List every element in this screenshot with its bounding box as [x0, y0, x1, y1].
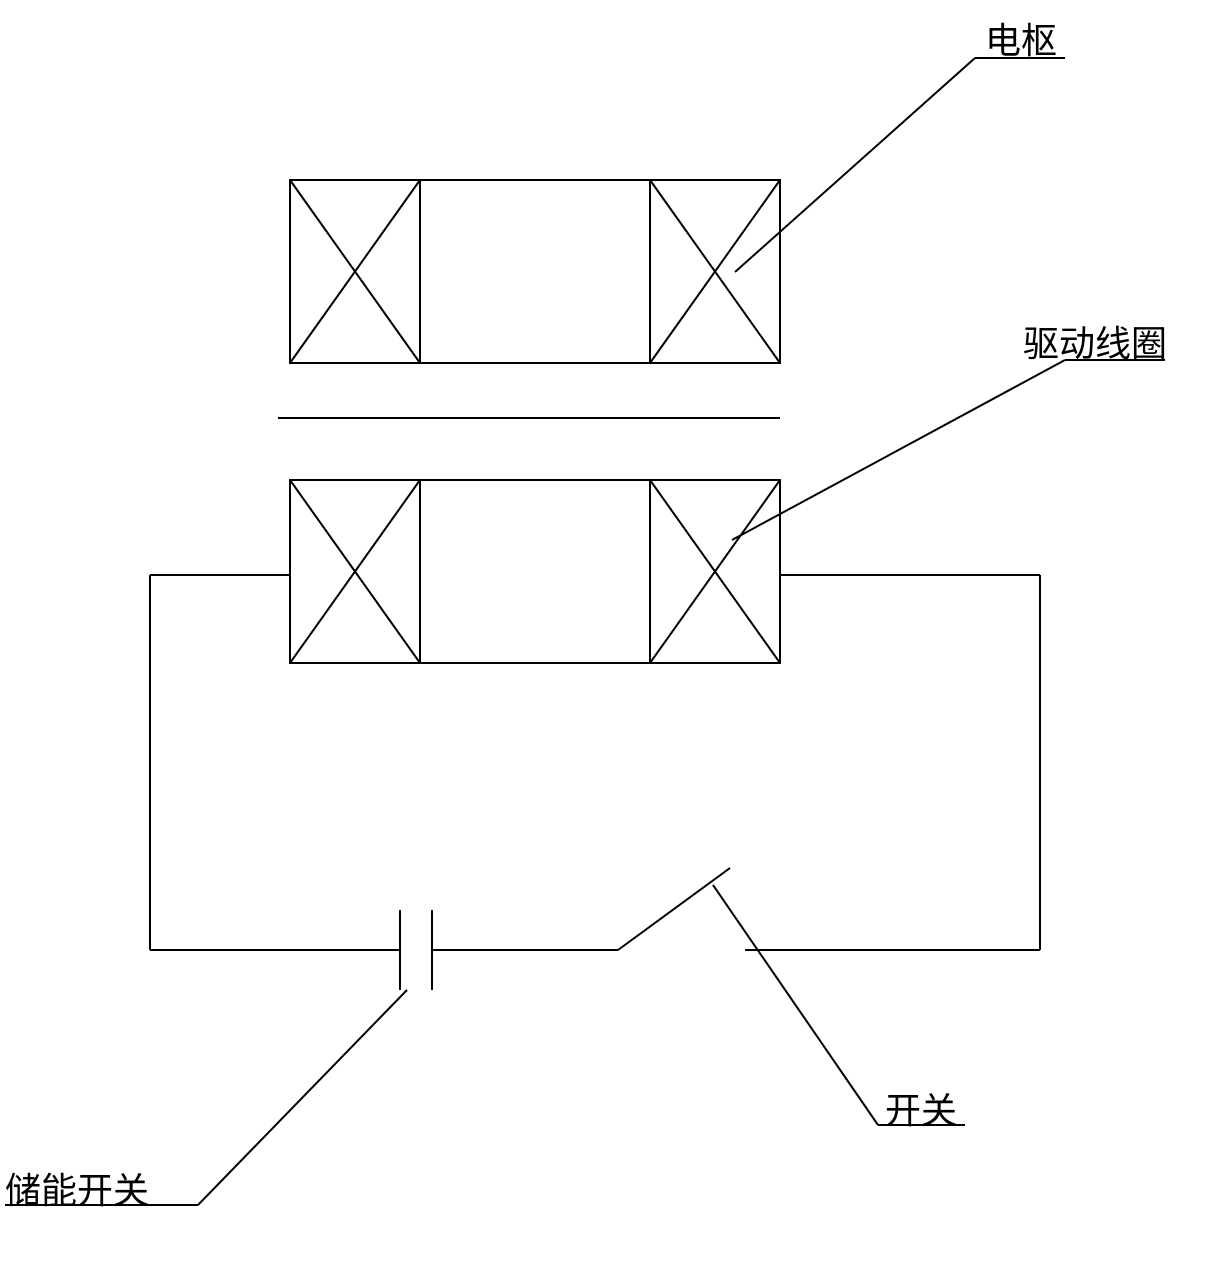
circuit-diagram: 电枢 驱动线圈 开关 储能开关 — [0, 0, 1215, 1263]
drive-coil-component — [290, 480, 780, 663]
circuit-wiring — [150, 575, 1040, 990]
energy-storage-switch-label: 储能开关 — [5, 1162, 149, 1214]
armature-component — [290, 180, 780, 363]
switch-label: 开关 — [885, 1082, 957, 1134]
armature-label: 电枢 — [985, 12, 1057, 64]
schematic-svg — [0, 0, 1215, 1263]
drive-coil-label: 驱动线圈 — [1023, 315, 1167, 367]
leader-lines — [5, 58, 1165, 1205]
